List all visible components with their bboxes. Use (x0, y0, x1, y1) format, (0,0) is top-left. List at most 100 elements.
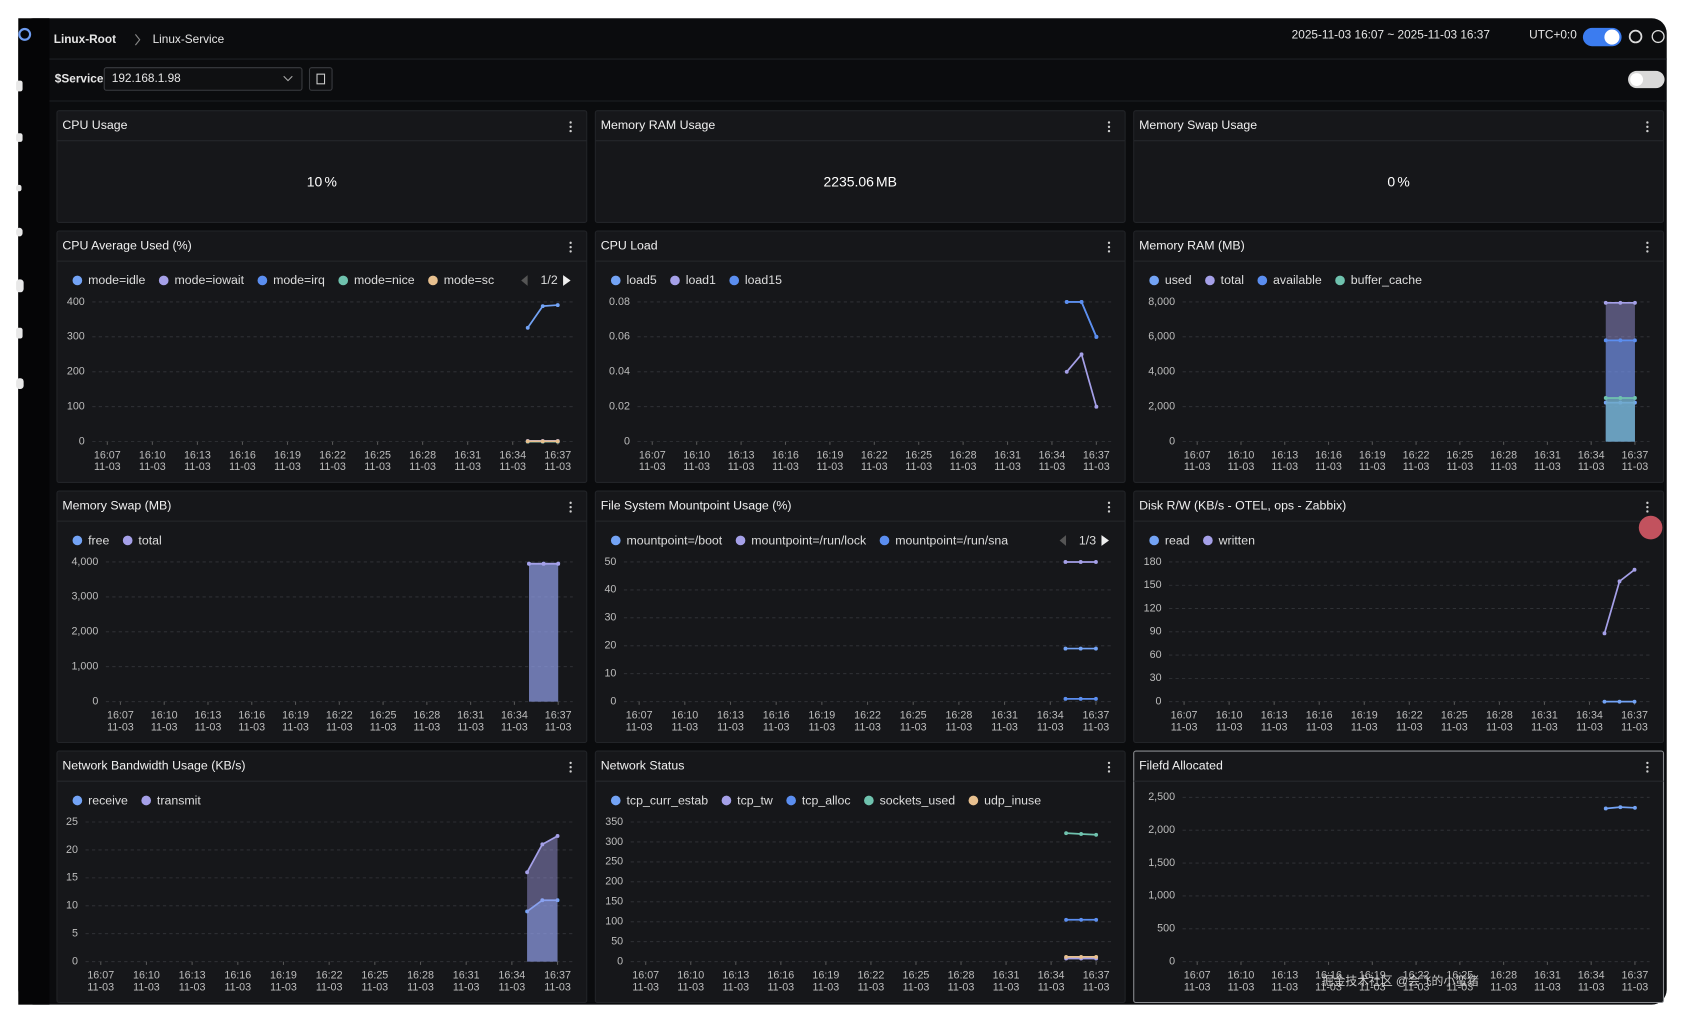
legend-label[interactable]: load5 (627, 273, 657, 287)
legend-label[interactable]: receive (88, 793, 128, 807)
panel-menu[interactable] (1107, 121, 1111, 133)
legend-label[interactable]: mode=nice (354, 273, 415, 287)
legend-label[interactable]: mode=idle (88, 273, 145, 287)
data-point (1064, 300, 1069, 304)
x-tick-date: 11-03 (763, 721, 790, 733)
x-tick-label: 16:22 (857, 969, 884, 981)
x-tick-date: 11-03 (270, 981, 297, 993)
panel-menu[interactable] (569, 241, 572, 253)
panel-menu[interactable] (569, 761, 572, 773)
timezone[interactable]: UTC+0:0 (1529, 28, 1577, 42)
legend-next[interactable] (563, 275, 571, 286)
x-tick-date: 11-03 (639, 461, 666, 473)
variable-button[interactable] (308, 67, 333, 91)
legend-label[interactable]: written (1218, 533, 1255, 547)
legend-label[interactable]: tcp_tw (737, 793, 773, 807)
sidebar-icon[interactable] (16, 378, 24, 389)
panel-title: Memory Swap (MB) (62, 498, 171, 512)
legend-label[interactable]: load15 (745, 273, 782, 287)
legend-label[interactable]: mountpoint=/boot (627, 533, 723, 547)
select-chevron (283, 75, 293, 82)
y-tick-label: 1,000 (1148, 890, 1175, 902)
x-tick-date: 11-03 (1531, 721, 1558, 733)
legend-label[interactable]: transmit (157, 793, 201, 807)
legend-swatch (257, 275, 268, 286)
sidebar-icon[interactable] (16, 279, 24, 293)
sidebar-icon[interactable] (16, 327, 23, 339)
legend-label[interactable]: mode=iowait (174, 273, 244, 287)
sidebar-icon[interactable] (16, 184, 22, 192)
panel-menu[interactable] (1107, 241, 1111, 253)
x-tick-label: 16:16 (1306, 709, 1333, 721)
x-tick-label: 16:31 (457, 709, 484, 721)
x-tick-date: 11-03 (1083, 981, 1110, 993)
x-tick-date: 11-03 (195, 721, 222, 733)
legend-label[interactable]: total (1221, 273, 1244, 287)
info-button[interactable] (1651, 29, 1665, 44)
x-tick-date: 11-03 (768, 981, 795, 993)
legend-label[interactable]: buffer_cache (1351, 273, 1422, 287)
menu-dot (569, 121, 572, 124)
panel-menu[interactable] (1646, 241, 1649, 253)
panel-menu[interactable] (1107, 761, 1111, 773)
panel-menu[interactable] (569, 501, 572, 513)
legend-label[interactable]: available (1273, 273, 1322, 287)
legend-prev[interactable] (521, 275, 528, 286)
breadcrumb-root[interactable]: Linux-Root (54, 32, 116, 46)
logo[interactable] (18, 27, 32, 41)
y-tick-label: 1,000 (71, 661, 98, 673)
x-tick-date: 11-03 (414, 721, 441, 733)
variable-select[interactable] (103, 67, 303, 91)
x-tick-label: 16:28 (407, 969, 434, 981)
legend-label[interactable]: sockets_used (880, 793, 956, 807)
legend-label[interactable]: load1 (686, 273, 716, 287)
avatar[interactable] (1638, 515, 1663, 540)
x-tick-label: 16:07 (1184, 969, 1211, 981)
legend-label[interactable]: udp_inuse (984, 793, 1041, 807)
x-tick-label: 16:37 (1083, 969, 1110, 981)
stat-value: 2235.06 MB (823, 173, 897, 189)
data-point (1079, 300, 1084, 304)
legend-label[interactable]: read (1165, 533, 1190, 547)
data-point (1094, 334, 1099, 339)
panel-menu[interactable] (1646, 761, 1649, 773)
x-tick-label: 16:16 (1315, 969, 1342, 981)
sidebar-icon[interactable] (16, 133, 23, 142)
legend-label[interactable]: free (88, 533, 109, 547)
data-point (1064, 917, 1069, 922)
refresh-button[interactable] (1628, 29, 1643, 44)
panel-menu[interactable] (1646, 501, 1649, 513)
sidebar-icon[interactable] (16, 227, 23, 237)
panel-menu[interactable] (569, 121, 572, 133)
legend-label[interactable]: mode=irq (273, 273, 325, 287)
legend-label[interactable]: used (1165, 273, 1192, 287)
x-tick-date: 11-03 (1351, 721, 1378, 733)
area-fill (528, 563, 559, 702)
panel-frame (594, 750, 1126, 1004)
data-point (525, 870, 530, 875)
legend-label[interactable]: total (138, 533, 161, 547)
x-tick-label: 16:34 (1576, 709, 1603, 721)
time-range[interactable]: 2025-11-03 16:07 ~ 2025-11-03 16:37 (1292, 28, 1490, 42)
x-tick-label: 16:25 (1446, 449, 1473, 461)
panel-menu[interactable] (1646, 121, 1649, 133)
legend-label[interactable]: mountpoint=/run/sna (895, 533, 1008, 547)
x-tick-date: 11-03 (728, 461, 755, 473)
legend-prev[interactable] (1059, 535, 1067, 546)
x-tick-label: 16:34 (1037, 709, 1064, 721)
panel-menu[interactable] (1107, 501, 1111, 513)
x-tick-date: 11-03 (319, 461, 346, 473)
legend-label[interactable]: mode=sc (444, 273, 494, 287)
legend-label[interactable]: tcp_curr_estab (627, 793, 709, 807)
legend-swatch (968, 795, 979, 806)
sidebar-icon[interactable] (16, 80, 23, 92)
menu-dot (569, 510, 572, 513)
data-point (1617, 699, 1622, 704)
legend-next[interactable] (1101, 535, 1110, 546)
x-tick-date: 11-03 (1228, 461, 1255, 473)
x-tick-label: 16:16 (1315, 449, 1342, 461)
legend-swatch (1149, 535, 1159, 546)
data-point (540, 304, 545, 309)
legend-label[interactable]: mountpoint=/run/lock (751, 533, 867, 547)
legend-label[interactable]: tcp_alloc (802, 793, 851, 807)
